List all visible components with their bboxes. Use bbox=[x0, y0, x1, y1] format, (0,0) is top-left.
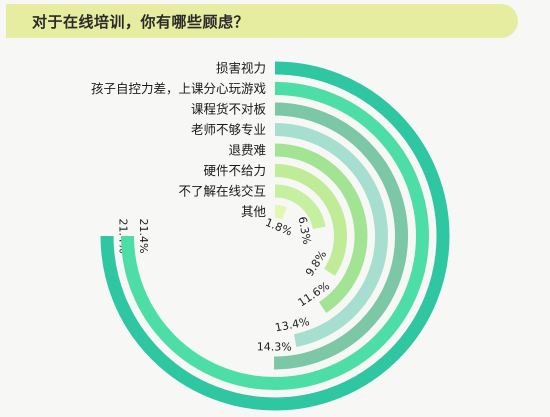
value-label-4: 13.4% bbox=[274, 315, 311, 334]
category-label-1: 损害视力 bbox=[216, 61, 266, 76]
bar-4 bbox=[274, 123, 388, 347]
value-label-8: 1.8% bbox=[263, 216, 294, 239]
category-label-6: 硬件不给力 bbox=[203, 163, 266, 178]
category-label-8: 其他 bbox=[241, 204, 267, 219]
value-label-6: 9.8% bbox=[303, 248, 329, 278]
value-label-7: 6.3% bbox=[296, 216, 314, 246]
bar-7 bbox=[274, 184, 326, 230]
bar-1 bbox=[100, 61, 450, 411]
category-label-5: 退费难 bbox=[228, 143, 266, 158]
bar-2 bbox=[121, 82, 429, 390]
bar-6 bbox=[274, 164, 347, 276]
bar-5 bbox=[274, 143, 368, 313]
bar-3 bbox=[274, 102, 408, 370]
value-label-2: 21.4% bbox=[137, 219, 150, 254]
category-label-7: 不了解在线交互 bbox=[178, 184, 266, 199]
category-label-4: 老师不够专业 bbox=[191, 122, 266, 137]
value-label-3: 14.3% bbox=[257, 340, 292, 353]
chart-title: 对于在线培训，你有哪些顾虑？ bbox=[32, 13, 250, 31]
category-label-2: 孩子自控力差，上课分心玩游戏 bbox=[91, 81, 266, 96]
title-bar: 对于在线培训，你有哪些顾虑？ bbox=[6, 4, 518, 38]
bar-8 bbox=[274, 205, 287, 220]
category-label-3: 课程货不对板 bbox=[191, 102, 267, 117]
